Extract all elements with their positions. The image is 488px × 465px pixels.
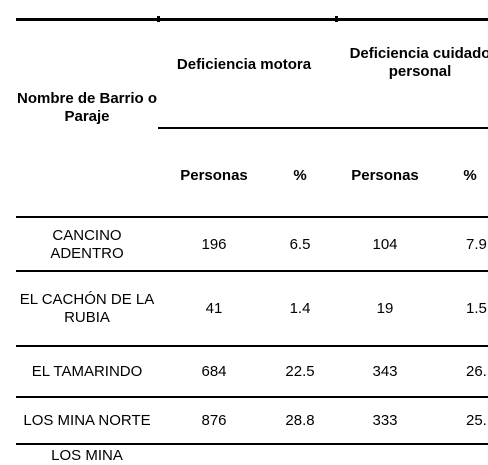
cuidado-personas: 104 — [372, 236, 398, 253]
column-tick — [157, 16, 160, 22]
cuidado-pct: 7.9 — [466, 236, 487, 253]
row-divider — [16, 270, 488, 272]
header-group-rule — [158, 127, 488, 129]
motora-personas: 196 — [201, 236, 227, 253]
motora-personas: 684 — [201, 362, 227, 380]
table-row: LOS MINA NORTE 876 28.8 333 25. — [16, 399, 488, 443]
table-row: CANCINO ADENTRO 196 6.5 104 7.9 — [16, 222, 488, 268]
cuidado-personas — [330, 446, 440, 465]
cuidado-pct: 25. — [466, 412, 487, 429]
table-row: EL CACHÓN DE LA RUBIA 41 1.4 19 1.5 — [16, 273, 488, 345]
table-row: EL TAMARINDO 684 22.5 343 26. — [16, 348, 488, 395]
header-nombre-barrio: Nombre de Barrio o Paraje — [16, 90, 158, 125]
barrio-name: LOS MINA — [51, 447, 123, 464]
barrio-name: EL TAMARINDO — [31, 362, 143, 380]
motora-personas: 876 — [201, 412, 227, 429]
motora-pct: 6.5 — [289, 236, 311, 253]
header-deficiencia-motora: Deficiencia motora — [176, 56, 312, 73]
motora-personas: 41 — [205, 300, 223, 317]
table-top-rule — [16, 18, 488, 21]
motora-pct — [270, 446, 330, 465]
barrio-name: LOS MINA NORTE — [23, 412, 151, 429]
row-divider — [16, 345, 488, 347]
barrio-name: CANCINO ADENTRO — [50, 227, 124, 262]
subheader-personas-motora: Personas — [180, 167, 248, 184]
column-tick — [335, 16, 338, 22]
motora-personas — [158, 446, 270, 465]
subheader-pct-motora: % — [293, 167, 307, 184]
row-divider — [16, 396, 488, 398]
motora-pct: 22.5 — [285, 362, 315, 380]
cuidado-personas: 343 — [372, 362, 398, 380]
header-deficiencia-cuidado: Deficiencia cuidado personal — [349, 45, 488, 80]
header-bottom-rule — [16, 216, 488, 218]
barrio-name: EL CACHÓN DE LA RUBIA — [19, 291, 155, 326]
cuidado-personas: 333 — [372, 412, 398, 429]
cuidado-pct: 26. — [466, 362, 487, 380]
motora-pct: 1.4 — [289, 300, 311, 317]
subheader-personas-cuidado: Personas — [351, 167, 419, 184]
subheader-pct-cuidado: % — [463, 167, 477, 184]
motora-pct: 28.8 — [285, 412, 315, 429]
cuidado-personas: 19 — [376, 300, 394, 317]
cuidado-pct — [440, 446, 488, 465]
table-row: LOS MINA — [16, 446, 488, 465]
row-divider — [16, 443, 488, 445]
cuidado-pct: 1.5 — [466, 300, 487, 317]
